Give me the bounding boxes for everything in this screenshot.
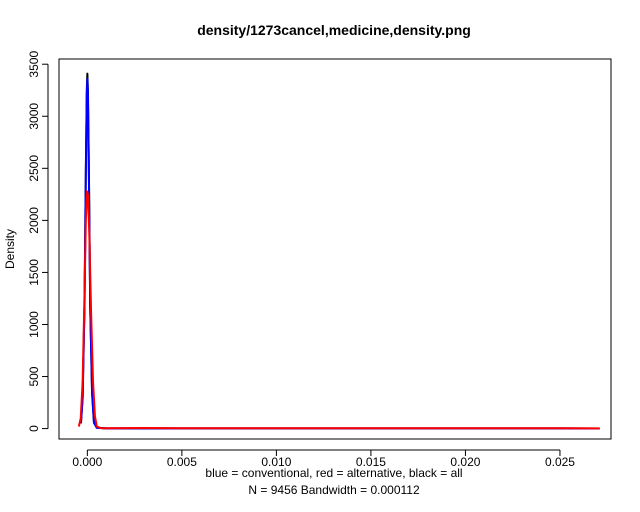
y-axis-label: Density	[3, 229, 17, 269]
y-tick-label: 2000	[27, 207, 41, 234]
plot-frame	[58, 58, 612, 440]
y-tick-label: 1500	[27, 259, 41, 286]
x-tick-label: 0.015	[356, 455, 386, 469]
series-line-2	[77, 190, 600, 430]
x-axis: 0.000 0.005 0.010 0.015 0.020 0.025	[72, 449, 575, 469]
x-tick-label: 0.020	[450, 455, 480, 469]
x-tick-label: 0.000	[72, 455, 102, 469]
y-tick-label: 1000	[27, 311, 41, 338]
x-axis-label-line1: blue = conventional, red = alternative, …	[205, 466, 462, 480]
y-axis: 0 500 1000 1500 2000 2500 3000 3500	[27, 51, 49, 432]
y-tick-label: 500	[27, 366, 41, 386]
chart-title: density/1273cancel,medicine,density.png	[197, 22, 471, 38]
series-line-0	[79, 72, 600, 430]
x-tick-label: 0.025	[545, 455, 575, 469]
y-tick-label: 2500	[27, 155, 41, 182]
y-tick-label: 0	[27, 425, 41, 432]
x-axis-label-line2: N = 9456 Bandwidth = 0.000112	[248, 483, 420, 497]
series-layer	[77, 72, 600, 430]
x-tick-label: 0.010	[261, 455, 291, 469]
y-tick-label: 3500	[27, 51, 41, 78]
y-tick-label: 3000	[27, 103, 41, 130]
x-tick-label: 0.005	[167, 455, 197, 469]
series-line-1	[79, 77, 600, 430]
